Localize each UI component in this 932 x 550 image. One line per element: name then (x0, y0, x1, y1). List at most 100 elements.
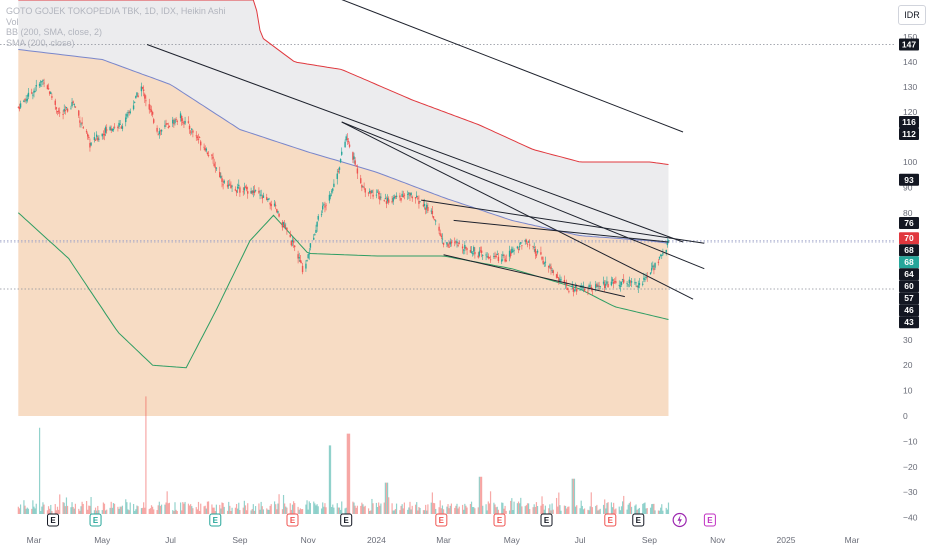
volume-bar (535, 502, 538, 514)
volume-bar (156, 510, 158, 514)
volume-bar (308, 501, 310, 514)
volume-bar (667, 502, 670, 514)
candle-body (57, 110, 60, 112)
y-tick-label: −20 (903, 462, 918, 472)
volume-bar (62, 502, 64, 514)
volume-bar (165, 502, 167, 514)
candle-body (214, 166, 216, 168)
volume-bar (583, 508, 586, 514)
candle-body (612, 282, 615, 284)
candle-body (74, 106, 77, 108)
candle-body (504, 258, 506, 262)
candle-body (226, 184, 229, 187)
volume-bar (465, 505, 467, 514)
candle-body (230, 185, 232, 189)
volume-bar (438, 507, 440, 514)
candle-body (457, 244, 459, 246)
candle-body (242, 191, 244, 193)
volume-bar (455, 505, 457, 514)
volume-bar (73, 508, 75, 514)
x-tick-label: Jul (575, 535, 586, 545)
candle-body (448, 246, 450, 248)
candle-body (97, 137, 99, 141)
volume-bar (127, 509, 129, 514)
volume-bar (533, 504, 535, 514)
candle-body (120, 126, 122, 129)
volume-bar (470, 501, 473, 514)
volume-bar (532, 507, 534, 514)
volume-bar (430, 502, 432, 514)
volume-bar (399, 510, 401, 514)
candle-body (599, 286, 601, 287)
candle-body (403, 194, 406, 196)
candle-body (90, 142, 92, 146)
volume-bar (614, 509, 616, 514)
volume-bar (598, 509, 600, 514)
volume-bar (646, 508, 648, 514)
price-label-box (899, 292, 919, 305)
candle-body (188, 125, 191, 130)
candle-body (627, 284, 629, 286)
volume-bar (253, 510, 256, 514)
candle-body (165, 123, 167, 125)
earnings-marker-letter: E (636, 516, 642, 525)
volume-bar (40, 510, 42, 514)
candle-body (665, 249, 667, 253)
candle-body (111, 129, 114, 131)
volume-bar (662, 510, 664, 514)
volume-bar (367, 508, 370, 514)
volume-bar (652, 503, 654, 514)
candle-body (658, 256, 661, 259)
volume-bar (528, 503, 530, 514)
candle-body (18, 106, 21, 110)
candle-body (474, 252, 476, 255)
earnings-marker (632, 513, 645, 527)
volume-bar (623, 495, 625, 514)
candle-body (563, 279, 566, 284)
candle-body (377, 192, 380, 195)
volume-bar (401, 504, 403, 514)
price-label: 64 (904, 269, 914, 279)
volume-bar (651, 504, 653, 514)
candle-body (513, 250, 515, 252)
volume-bar (536, 506, 539, 514)
candle-body (417, 197, 419, 199)
volume-bar (242, 507, 244, 514)
x-tick-label: Jul (165, 535, 176, 545)
x-tick-label: Sep (642, 535, 657, 545)
candle-body (308, 253, 310, 255)
volume-bar (595, 505, 597, 514)
currency-button[interactable]: IDR (898, 5, 926, 25)
candle-body (153, 119, 155, 123)
candle-body (635, 282, 637, 284)
candle-body (65, 107, 68, 109)
candle-body (465, 246, 467, 249)
volume-bar (479, 476, 482, 514)
volume-bar (347, 433, 350, 514)
volume-bar (551, 503, 553, 514)
volume-bar (105, 510, 107, 514)
candle-body (496, 253, 498, 255)
lightning-marker[interactable] (672, 512, 687, 528)
candle-body (64, 109, 67, 111)
volume-bar (581, 505, 583, 514)
candle-body (463, 249, 465, 251)
earnings-marker (703, 513, 716, 527)
volume-bar (375, 502, 378, 514)
candle-body (206, 152, 209, 155)
volume-bar (205, 508, 207, 514)
candle-body (503, 254, 505, 256)
candle-body (173, 123, 175, 125)
candle-body (361, 184, 363, 188)
candle-body (322, 205, 324, 210)
candle-body (512, 251, 514, 252)
volume-bar (328, 445, 331, 514)
candle-body (117, 126, 119, 129)
candle-body (605, 284, 607, 286)
earnings-marker (493, 513, 506, 527)
volume-bar (599, 508, 601, 514)
candle-body (486, 256, 488, 258)
volume-bar (403, 502, 405, 514)
candle-body (27, 92, 30, 97)
